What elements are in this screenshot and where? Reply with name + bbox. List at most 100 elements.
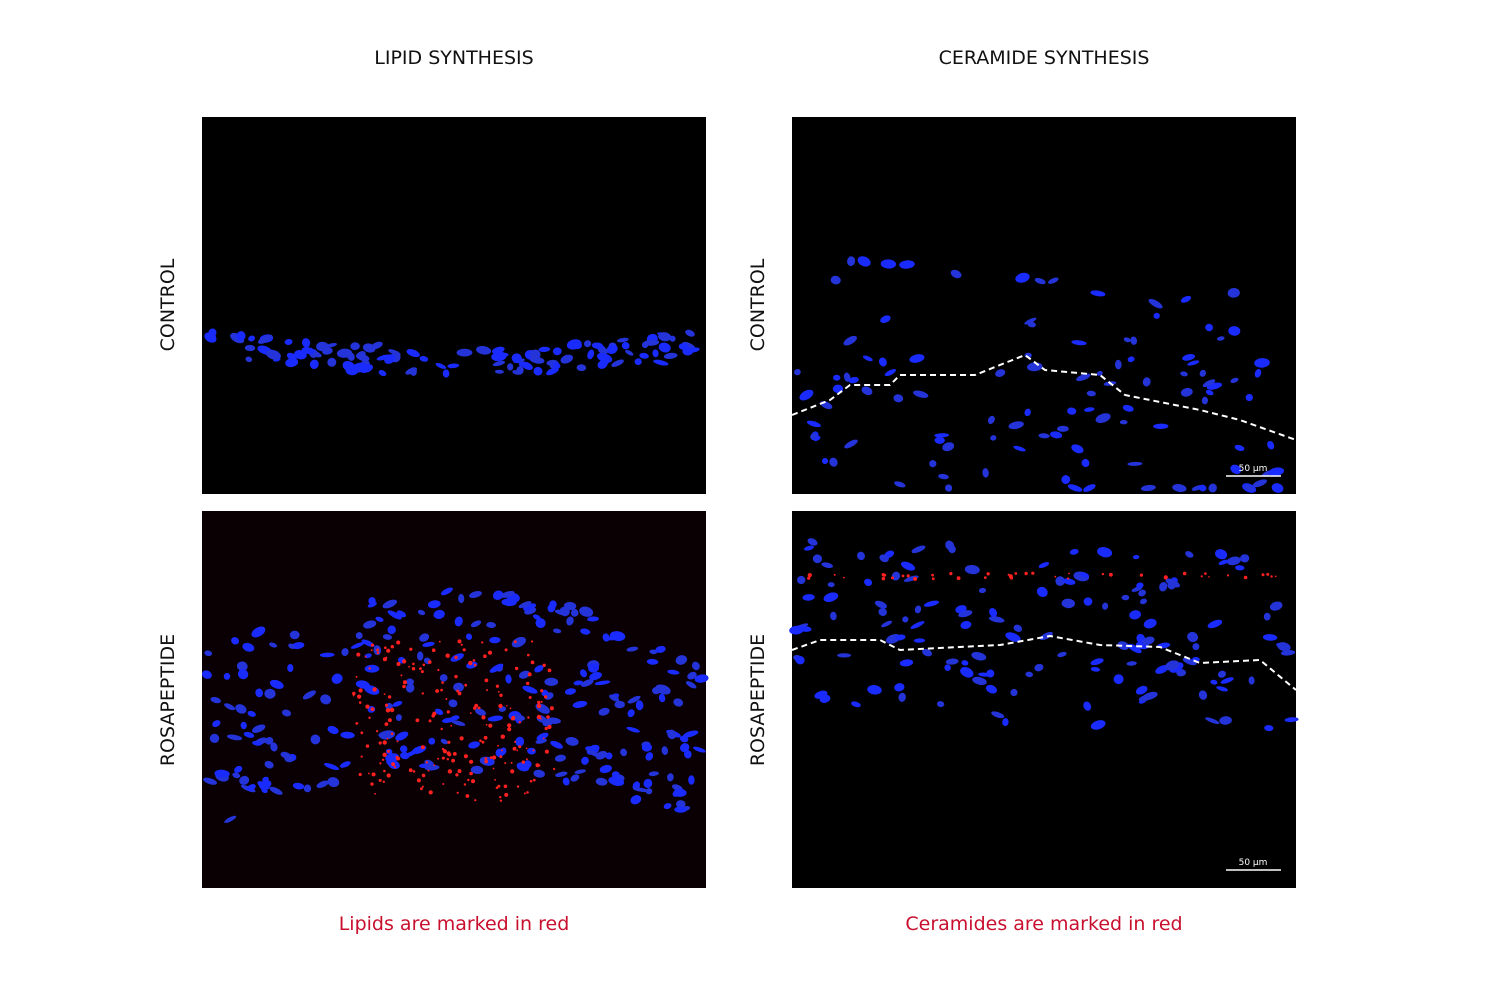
nucleus xyxy=(574,769,586,774)
nucleus xyxy=(1129,610,1141,620)
marker-dot xyxy=(386,773,391,778)
nucleus xyxy=(1180,295,1192,303)
marker-dot xyxy=(408,768,413,773)
nucleus xyxy=(285,358,299,368)
nucleus xyxy=(399,745,408,753)
nucleus xyxy=(1172,483,1187,493)
marker-dot xyxy=(437,668,440,672)
nucleus xyxy=(655,645,666,653)
nucleus xyxy=(986,669,995,678)
marker-dot xyxy=(516,785,520,788)
nucleus xyxy=(830,611,837,621)
nucleus xyxy=(362,343,376,353)
marker-dot xyxy=(428,719,432,723)
nucleus xyxy=(1062,578,1076,585)
nucleus xyxy=(428,737,436,745)
nucleus xyxy=(1008,421,1024,430)
nucleus xyxy=(964,564,980,575)
marker-dot xyxy=(497,784,501,788)
caption: Lipids are marked in red xyxy=(339,913,570,935)
nucleus xyxy=(382,599,398,609)
nucleus xyxy=(658,332,672,342)
nucleus xyxy=(486,758,493,766)
nucleus xyxy=(327,357,337,367)
nucleus xyxy=(864,578,873,587)
marker-dot xyxy=(535,763,540,768)
nucleus xyxy=(1102,602,1109,610)
nucleus xyxy=(1215,549,1228,560)
micrograph xyxy=(202,511,706,888)
nucleus xyxy=(597,352,613,363)
marker-dot xyxy=(382,740,387,745)
nucleus xyxy=(1024,408,1031,417)
nucleus xyxy=(1130,336,1138,345)
nucleus xyxy=(1167,580,1177,590)
marker-dot xyxy=(470,779,476,784)
marker-dot xyxy=(459,736,464,741)
nucleus xyxy=(1135,685,1148,695)
marker-dot xyxy=(500,749,503,752)
nucleus xyxy=(535,618,546,629)
marker-dot xyxy=(402,659,407,664)
nucleus xyxy=(1057,425,1069,432)
marker-dot xyxy=(547,668,552,673)
marker-dot xyxy=(396,640,401,645)
nucleus xyxy=(534,665,544,673)
column-title: LIPID SYNTHESIS xyxy=(374,47,533,69)
nucleus xyxy=(821,457,829,465)
nucleus xyxy=(560,354,574,364)
marker-dot xyxy=(1024,571,1028,576)
nucleus xyxy=(1264,725,1274,732)
nucleus xyxy=(316,341,329,352)
marker-dot xyxy=(514,740,517,743)
nucleus xyxy=(363,620,377,629)
nucleus xyxy=(243,731,255,738)
marker-dot xyxy=(420,745,425,750)
marker-dot xyxy=(931,577,935,581)
nucleus xyxy=(902,616,909,623)
marker-dot xyxy=(378,778,382,782)
nucleus xyxy=(667,773,674,782)
marker-dot xyxy=(1031,571,1035,575)
nucleus xyxy=(355,632,363,640)
nucleus xyxy=(500,747,507,756)
marker-dot xyxy=(1067,577,1070,580)
marker-dot xyxy=(452,752,457,756)
marker-dot xyxy=(386,749,390,753)
nucleus xyxy=(1083,597,1093,606)
nucleus xyxy=(1132,554,1140,560)
nucleus xyxy=(1268,467,1285,477)
nucleus xyxy=(1010,688,1018,697)
nucleus xyxy=(579,606,594,617)
marker-dot xyxy=(494,778,496,781)
nucleus xyxy=(611,771,620,779)
nucleus xyxy=(694,674,709,683)
marker-dot xyxy=(433,764,436,767)
marker-dot xyxy=(486,689,488,692)
marker-dot xyxy=(440,727,443,731)
nucleus xyxy=(440,587,453,596)
marker-dot xyxy=(497,691,500,693)
nucleus xyxy=(948,545,956,554)
marker-dot xyxy=(986,572,990,576)
marker-dot xyxy=(364,655,367,658)
nucleus xyxy=(643,778,653,788)
nucleus xyxy=(515,736,525,747)
marker-dot xyxy=(913,576,918,581)
nucleus xyxy=(550,740,563,749)
nucleus xyxy=(327,777,340,788)
nucleus xyxy=(878,608,887,616)
nucleus xyxy=(516,762,530,772)
nucleus xyxy=(1090,658,1104,666)
nucleus xyxy=(580,628,591,635)
nucleus xyxy=(1187,360,1200,366)
nucleus xyxy=(355,353,370,362)
nucleus xyxy=(387,625,396,635)
marker-dot xyxy=(383,693,386,695)
nucleus xyxy=(1067,484,1083,492)
marker-dot xyxy=(472,659,476,662)
nucleus xyxy=(857,256,871,267)
nucleus xyxy=(248,335,256,342)
nucleus xyxy=(862,355,873,362)
nucleus xyxy=(1034,663,1044,672)
